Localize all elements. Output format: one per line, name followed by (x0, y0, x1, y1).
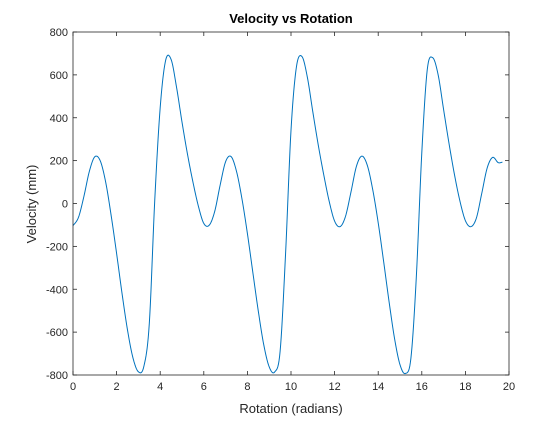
y-tick-label: 600 (50, 70, 68, 82)
y-axis-label: Velocity (mm) (24, 165, 39, 244)
x-axis-label: Rotation (radians) (239, 401, 342, 416)
y-tick-label: 800 (50, 27, 68, 39)
x-tick-label: 2 (114, 381, 120, 393)
x-tick-label: 20 (503, 381, 515, 393)
x-tick-label: 12 (328, 381, 340, 393)
y-tick-label: -200 (46, 241, 68, 253)
x-tick-label: 0 (70, 381, 76, 393)
y-tick-label: -600 (46, 327, 68, 339)
y-tick-label: 0 (62, 199, 68, 211)
x-tick-label: 6 (201, 381, 207, 393)
x-tick-label: 14 (372, 381, 384, 393)
y-tick-label: -400 (46, 284, 68, 296)
chart-title: Velocity vs Rotation (229, 11, 353, 26)
x-tick-label: 18 (459, 381, 471, 393)
x-tick-label: 8 (244, 381, 250, 393)
x-tick-label: 4 (157, 381, 163, 393)
y-tick-label: 200 (50, 156, 68, 168)
series-line (72, 54, 503, 375)
plot-area (73, 32, 509, 375)
y-tick-label: 400 (50, 113, 68, 125)
y-tick-label: -800 (46, 370, 68, 382)
axes-box (72, 31, 510, 376)
x-tick-label: 16 (416, 381, 428, 393)
x-tick-label: 10 (285, 381, 297, 393)
